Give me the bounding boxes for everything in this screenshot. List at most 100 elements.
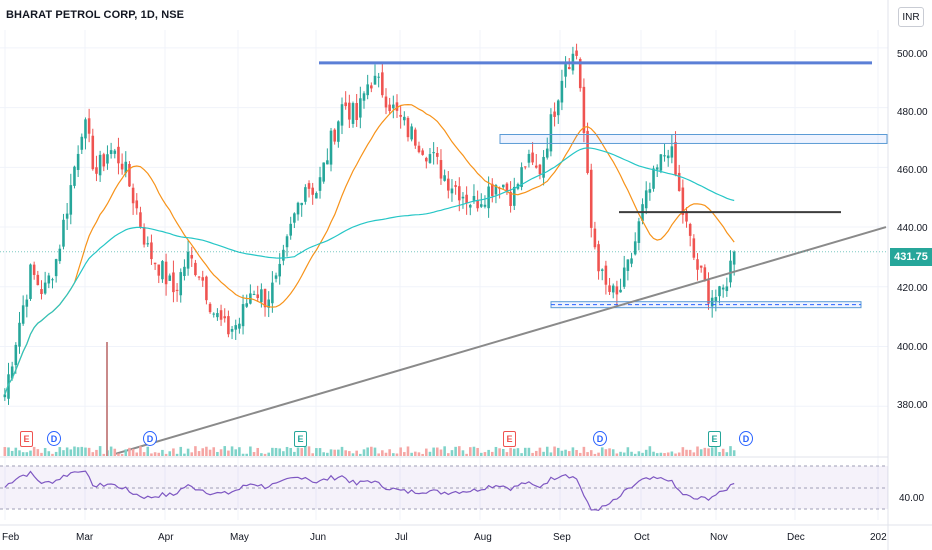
dividend-event-marker[interactable]: D xyxy=(47,431,61,446)
currency-button[interactable]: INR xyxy=(898,7,924,27)
volume-bar xyxy=(600,447,604,456)
volume-bar xyxy=(212,447,216,456)
candle-body xyxy=(443,175,446,181)
candle-body xyxy=(465,194,468,204)
volume-bar xyxy=(384,452,388,456)
candle-body xyxy=(600,269,604,271)
volume-bar xyxy=(443,446,446,456)
volume-bar xyxy=(666,452,670,456)
volume-bar xyxy=(685,449,688,456)
volume-bar xyxy=(311,453,314,456)
volume-bar xyxy=(362,449,366,456)
earnings-event-marker[interactable]: E xyxy=(20,431,33,447)
candle-body xyxy=(432,152,435,154)
candle-body xyxy=(21,305,25,324)
candle-body xyxy=(718,286,721,297)
candle-body xyxy=(644,190,648,209)
volume-bar xyxy=(18,450,21,456)
volume-bar xyxy=(326,452,329,456)
candle-body xyxy=(611,285,615,293)
volume-bar xyxy=(219,449,223,456)
x-tick-label: Aug xyxy=(474,532,492,543)
volume-bar xyxy=(703,447,707,456)
candle-body xyxy=(666,155,670,159)
volume-bar xyxy=(556,447,560,456)
candle-body xyxy=(197,276,201,278)
volume-bar xyxy=(732,450,736,456)
candle-body xyxy=(586,130,589,173)
volume-bar xyxy=(699,449,703,456)
candle-body xyxy=(29,264,32,299)
candle-body xyxy=(696,259,699,270)
candle-body xyxy=(337,121,340,142)
candle-body xyxy=(227,316,230,335)
candle-body xyxy=(417,145,421,153)
earnings-event-marker[interactable]: E xyxy=(294,431,307,447)
candle-body xyxy=(560,80,564,103)
candle-body xyxy=(267,299,270,308)
dividend-event-marker[interactable]: D xyxy=(739,431,753,446)
volume-bar xyxy=(428,451,432,456)
candle-body xyxy=(285,236,289,248)
candle-body xyxy=(109,150,113,154)
volume-bar xyxy=(527,447,531,456)
volume-bar xyxy=(707,448,710,456)
candle-body xyxy=(469,204,472,208)
candle-body xyxy=(289,223,292,236)
volume-bar xyxy=(135,452,139,456)
dividend-event-marker[interactable]: D xyxy=(593,431,607,446)
volume-bar xyxy=(644,449,648,456)
volume-bar xyxy=(260,453,263,456)
candle-body xyxy=(40,289,43,295)
volume-bar xyxy=(216,451,219,456)
candle-body xyxy=(699,265,703,268)
candle-body xyxy=(326,160,329,165)
candle-body xyxy=(703,267,707,280)
volume-bar xyxy=(80,446,84,456)
volume-bar xyxy=(278,448,281,456)
volume-bar xyxy=(520,453,523,456)
candle-body xyxy=(630,258,633,264)
candle-body xyxy=(648,189,652,193)
symbol-title[interactable]: BHARAT PETROL CORP, 1D, NSE xyxy=(6,9,185,21)
volume-bar xyxy=(421,453,424,456)
candle-body xyxy=(359,98,362,118)
candle-body xyxy=(186,251,190,269)
candle-body xyxy=(183,266,186,277)
volume-bar xyxy=(245,453,249,456)
volume-bar xyxy=(509,447,512,456)
dividend-event-marker[interactable]: D xyxy=(143,431,157,446)
candle-body xyxy=(399,114,402,117)
candle-body xyxy=(340,104,344,126)
candle-body xyxy=(626,259,630,271)
volume-bar xyxy=(414,451,417,456)
volume-bar xyxy=(652,451,655,456)
volume-bar xyxy=(366,447,369,456)
candle-body xyxy=(318,177,322,191)
volume-bar xyxy=(501,448,505,456)
volume-bar xyxy=(293,451,296,456)
volume-bar xyxy=(483,452,487,456)
candle-body xyxy=(73,166,76,186)
volume-bar xyxy=(355,450,358,456)
volume-bar xyxy=(655,453,659,456)
volume-bar xyxy=(487,449,490,456)
volume-bar xyxy=(157,452,161,456)
earnings-event-marker[interactable]: E xyxy=(708,431,721,447)
candle-body xyxy=(494,185,498,195)
candle-body xyxy=(589,169,593,228)
candle-body xyxy=(300,202,303,206)
volume-bar xyxy=(626,447,630,456)
candle-body xyxy=(25,299,29,307)
candle-body xyxy=(381,72,384,96)
volume-bar xyxy=(47,451,51,456)
volume-bar xyxy=(84,447,87,456)
volume-bar xyxy=(417,452,421,456)
volume-bar xyxy=(619,451,622,456)
candle-body xyxy=(505,183,509,192)
volume-bar xyxy=(714,446,718,456)
earnings-event-marker[interactable]: E xyxy=(503,431,516,447)
candle-body xyxy=(388,104,391,112)
volume-bar xyxy=(641,452,644,456)
